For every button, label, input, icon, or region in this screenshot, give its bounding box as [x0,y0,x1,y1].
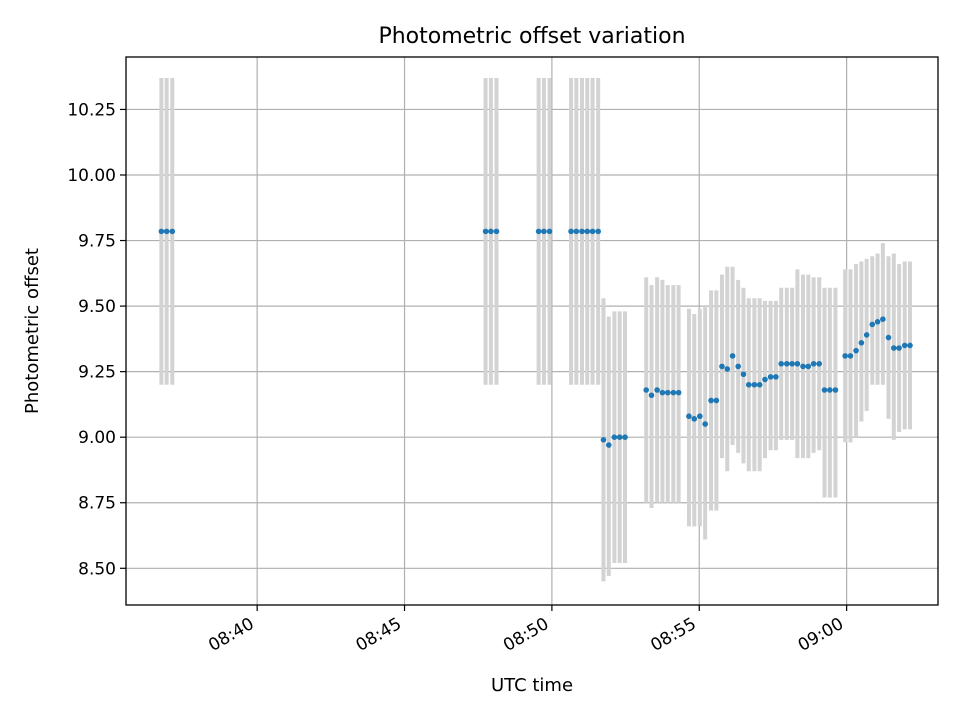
data-point [896,345,902,351]
data-point [691,416,698,422]
data-point [605,442,612,448]
data-point [488,228,494,235]
data-point [697,413,703,420]
plot-frame [125,56,939,606]
y-tick-label: 8.75 [78,494,116,514]
y-tick-label: 8.50 [78,559,116,579]
data-point [800,363,806,370]
data-point [535,228,542,235]
data-point [869,321,876,328]
data-point [163,228,170,235]
data-point [643,387,650,393]
data-point [767,374,774,380]
y-axis-label: Photometric offset [22,248,43,414]
data-point [832,387,839,393]
data-point [573,228,580,235]
data-point [541,228,547,235]
data-point [595,228,601,235]
data-point [816,360,823,367]
data-point [858,339,865,346]
y-tick-label: 10.00 [67,166,116,186]
data-point [719,363,725,370]
data-point [670,389,677,396]
chart-title: Photometric offset variation [378,24,685,49]
data-point [762,376,768,383]
data-point [708,397,714,404]
data-point [622,434,628,440]
x-axis-label: UTC time [491,675,573,696]
point-layer [158,228,913,448]
data-point [659,389,666,396]
data-point [907,342,913,349]
data-point [600,437,607,443]
data-point [584,228,591,235]
data-point [885,334,892,341]
data-point [745,381,752,388]
data-point [664,389,671,396]
data-point [827,387,833,393]
data-point [611,434,618,440]
data-point [546,228,553,235]
data-point [158,228,165,235]
data-point [773,374,779,380]
data-point [880,316,886,323]
data-point [863,332,870,338]
data-point [493,228,500,235]
data-point [568,228,574,235]
data-point [842,353,848,359]
data-point [729,353,736,359]
data-point [648,392,655,399]
data-point [702,421,708,427]
data-point [579,228,585,235]
y-tick-label: 9.25 [78,363,116,383]
data-point [853,347,859,354]
data-point [874,319,881,325]
data-point [794,360,801,367]
data-point [901,342,908,349]
data-point [654,387,660,393]
y-tick-label: 9.00 [78,428,116,448]
data-point [482,228,489,235]
data-point [805,363,812,370]
data-point [847,353,854,359]
data-point [735,363,741,370]
data-point [724,366,731,372]
data-point [740,371,747,378]
data-point [784,360,790,367]
data-point [589,228,596,235]
data-point [778,360,784,367]
y-tick-label: 9.75 [78,232,116,252]
data-point [756,381,763,388]
data-point [675,389,682,396]
y-tick-label: 10.25 [67,100,116,120]
data-point [789,360,795,367]
data-point [169,228,176,235]
y-tick-label: 9.50 [78,297,116,317]
data-point [751,381,758,388]
data-point [890,345,897,351]
data-point [713,397,720,404]
data-point [810,360,817,367]
data-point [821,387,828,393]
data-point [616,434,623,440]
data-point [686,413,692,420]
